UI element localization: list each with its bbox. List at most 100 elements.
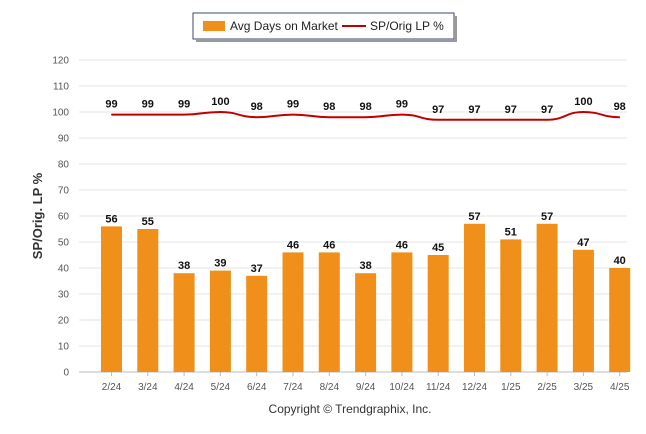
y-tick-label: 10 (58, 342, 70, 353)
bar-value-label: 46 (323, 239, 335, 251)
x-tick-label: 4/25 (610, 382, 630, 393)
line-value-label: 97 (505, 104, 517, 116)
bar-value-label: 47 (577, 237, 589, 249)
bar (427, 255, 449, 372)
x-tick-label: 8/24 (320, 382, 340, 393)
line-point (328, 116, 330, 118)
bar-value-label: 39 (214, 258, 226, 270)
line-point (546, 119, 548, 121)
line-point (401, 114, 403, 116)
line-series (111, 110, 621, 121)
y-tick-label: 110 (53, 82, 69, 93)
line-data-labels: 99 99 99 100 98 99 98 98 99 97 97 97 97 100 98 (105, 96, 625, 116)
x-tick-label: 7/24 (283, 382, 303, 393)
y-tick-label: 30 (58, 290, 70, 301)
line-point (292, 114, 294, 116)
x-tick-label: 9/24 (356, 382, 376, 393)
bar-value-label: 56 (105, 213, 117, 225)
y-tick-label: 50 (58, 238, 70, 249)
line-point (219, 111, 221, 113)
bar-value-label: 38 (359, 260, 371, 272)
bar (464, 223, 485, 372)
bar (209, 270, 231, 372)
bar (355, 273, 377, 372)
bar-value-label: 40 (614, 255, 626, 267)
bar (137, 229, 159, 372)
line-point (510, 119, 512, 121)
line-value-label: 99 (178, 99, 190, 111)
line-point (256, 116, 258, 118)
legend-line-label: SP/Orig LP % (370, 19, 444, 33)
y-axis-label: SP/Orig. LP % (30, 172, 45, 259)
y-tick-label: 100 (52, 108, 69, 119)
bar (536, 223, 558, 372)
line-value-label: 99 (105, 99, 117, 111)
x-tick-label: 10/24 (389, 382, 414, 393)
line-point (111, 114, 112, 116)
line-point (147, 114, 149, 116)
y-tick-label: 20 (58, 316, 70, 327)
legend: Avg Days on Market SP/Orig LP % (192, 12, 457, 42)
line-point (365, 116, 367, 118)
x-tick-label: 4/24 (174, 382, 194, 393)
line-value-label: 98 (251, 101, 263, 113)
legend-bar-swatch (203, 21, 225, 31)
line-value-label: 98 (614, 101, 626, 113)
line-value-label: 100 (211, 96, 229, 108)
line-value-label: 97 (432, 104, 444, 116)
bar (500, 239, 522, 372)
bar-value-label: 57 (468, 211, 480, 223)
bar (101, 226, 122, 372)
bar-series (101, 223, 631, 372)
y-axis-ticks: 0 10 20 30 40 50 60 70 80 90 100 110 120 (52, 56, 69, 379)
line-point (183, 114, 185, 116)
y-tick-label: 0 (63, 368, 69, 379)
bar (391, 252, 413, 372)
bar-value-label: 51 (505, 226, 517, 238)
x-tick-label: 3/25 (574, 382, 594, 393)
x-tick-label: 12/24 (462, 382, 487, 393)
line-value-label: 97 (541, 104, 553, 116)
bar (318, 252, 340, 372)
bar-data-labels: 56 55 38 39 37 46 46 38 46 45 57 51 57 47 40 (105, 211, 625, 275)
y-tick-label: 40 (58, 264, 70, 275)
line-value-label: 99 (287, 99, 299, 111)
line-value-label: 97 (468, 104, 480, 116)
y-tick-label: 60 (58, 212, 70, 223)
line-point (582, 111, 584, 113)
legend-shadow-right (454, 16, 457, 42)
line-point (474, 119, 475, 121)
line-value-label: 100 (574, 96, 592, 108)
y-tick-label: 120 (52, 56, 69, 67)
legend-shadow-bottom (196, 39, 457, 42)
bar-value-label: 46 (396, 239, 408, 251)
bar-value-label: 46 (287, 239, 299, 251)
x-tick-label: 1/25 (501, 382, 521, 393)
bar-value-label: 55 (142, 216, 154, 228)
bar-value-label: 45 (432, 242, 444, 254)
x-axis-ticks: 2/24 3/24 4/24 5/24 6/24 7/24 8/24 9/24 10/24 11/… (102, 372, 630, 393)
x-tick-label: 3/24 (138, 382, 158, 393)
x-tick-label: 2/25 (537, 382, 557, 393)
bar (572, 249, 594, 372)
bar (246, 275, 268, 372)
x-tick-label: 6/24 (247, 382, 267, 393)
line-value-label: 99 (396, 99, 408, 111)
bar-value-label: 37 (251, 263, 263, 275)
bar-value-label: 57 (541, 211, 553, 223)
bar (282, 252, 304, 372)
line-point (619, 116, 621, 118)
gridlines (79, 59, 627, 373)
x-tick-label: 11/24 (426, 382, 451, 393)
x-tick-label: 2/24 (102, 382, 122, 393)
bar (173, 273, 195, 372)
copyright-footer: Copyright © Trendgraphix, Inc. (269, 402, 432, 416)
legend-bar-label: Avg Days on Market (230, 19, 338, 33)
y-tick-label: 90 (58, 134, 70, 145)
y-tick-label: 80 (58, 160, 70, 171)
line-value-label: 98 (359, 101, 371, 113)
bar-value-label: 38 (178, 260, 190, 272)
line-point (437, 119, 439, 121)
line-value-label: 99 (142, 99, 154, 111)
